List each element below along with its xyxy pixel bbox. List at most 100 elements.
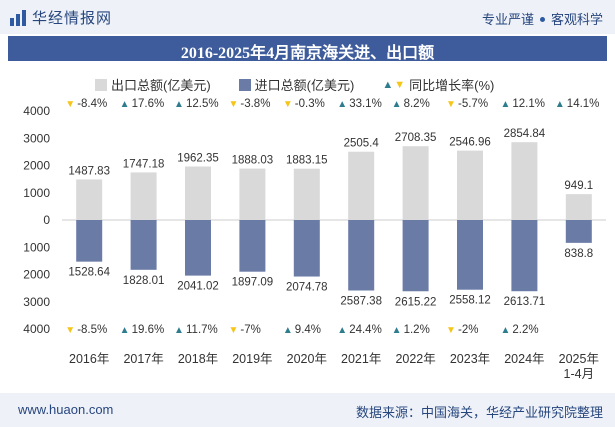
footer-site: www.huaon.com <box>18 402 114 417</box>
export-bar <box>511 142 538 220</box>
export-bar <box>457 150 483 220</box>
y-tick-label: 2000 <box>23 268 50 282</box>
import-bar <box>511 220 538 292</box>
y-tick-label: 4000 <box>23 104 50 118</box>
import-value-label: 1828.01 <box>123 275 165 287</box>
import-bar <box>185 220 211 276</box>
import-bar <box>239 220 266 272</box>
export-growth-arrow-icon: ▼ <box>283 99 293 110</box>
dot-icon <box>539 17 545 22</box>
y-tick-label: 0 <box>43 213 50 227</box>
legend-export-label: 出口总额(亿美元) <box>111 78 211 93</box>
y-tick-label: 3000 <box>23 131 50 145</box>
import-growth-arrow-icon: ▼ <box>65 325 75 336</box>
export-growth-arrow-icon: ▼ <box>65 99 75 110</box>
export-growth-arrow-icon: ▲ <box>392 99 402 110</box>
chart-title: 2016-2025年4月南京海关进、出口额 <box>180 45 435 62</box>
export-growth-arrow-icon: ▼ <box>228 99 238 110</box>
import-value-label: 2613.71 <box>504 296 546 308</box>
x-tick-label: 2020年 <box>287 352 327 366</box>
export-bar <box>293 168 320 220</box>
import-growth-label: 19.6% <box>132 324 165 336</box>
footer-source: 数据来源：中国海关，华经产业研究院整理 <box>355 405 603 420</box>
import-growth-label: 1.2% <box>404 324 430 336</box>
x-tick-label: 2022年 <box>395 352 435 366</box>
export-growth-label: -5.7% <box>458 98 488 110</box>
brand-name: 华经情报网 <box>32 10 113 27</box>
import-bar <box>402 220 429 292</box>
import-value-label: 1897.09 <box>232 277 274 289</box>
import-bar <box>457 220 483 290</box>
y-tick-label: 1000 <box>23 240 50 254</box>
export-bar <box>402 146 429 220</box>
x-tick-label: 2021年 <box>341 352 381 366</box>
header-bar: 华经情报网 专业严谨 客观科学 <box>0 0 615 34</box>
import-growth-label: -2% <box>458 324 478 336</box>
import-growth-label: 9.4% <box>295 324 321 336</box>
export-growth-label: 12.5% <box>186 98 219 110</box>
tagline-left: 专业严谨 <box>481 12 534 27</box>
export-bar <box>185 166 211 220</box>
x-tick-label: 2017年 <box>123 352 163 366</box>
legend-growth-label: 同比增长率(%) <box>409 78 495 93</box>
export-bar <box>130 172 157 220</box>
legend-import-label: 进口总额(亿美元) <box>254 78 355 93</box>
export-value-label: 1962.35 <box>177 153 219 165</box>
export-value-label: 2854.84 <box>504 128 546 140</box>
tagline-right: 客观科学 <box>550 12 603 27</box>
export-value-label: 1487.83 <box>68 165 110 177</box>
export-growth-arrow-icon: ▼ <box>446 99 456 110</box>
tagline: 专业严谨 客观科学 <box>482 9 603 28</box>
legend-import-swatch <box>238 78 251 91</box>
export-value-label: 1883.15 <box>286 155 328 167</box>
brand: 华经情报网 <box>10 7 112 28</box>
export-growth-label: 12.1% <box>512 98 545 110</box>
export-growth-arrow-icon: ▲ <box>174 99 184 110</box>
export-value-label: 2546.96 <box>449 137 491 149</box>
export-growth-label: -0.3% <box>295 98 325 110</box>
import-growth-label: -7% <box>240 324 260 336</box>
import-growth-label: 24.4% <box>349 324 382 336</box>
export-growth-label: -8.4% <box>77 98 107 110</box>
legend-export: 出口总额(亿美元) <box>95 75 211 94</box>
legend-export-swatch <box>95 78 107 91</box>
import-bar <box>348 220 375 291</box>
import-growth-arrow-icon: ▲ <box>283 325 293 336</box>
export-value-label: 949.1 <box>564 180 593 192</box>
import-growth-arrow-icon: ▲ <box>120 325 130 336</box>
y-tick-label: 4000 <box>23 322 50 336</box>
export-growth-label: 17.6% <box>132 98 165 110</box>
import-growth-arrow-icon: ▼ <box>228 325 238 336</box>
import-growth-arrow-icon: ▲ <box>500 325 510 336</box>
export-growth-label: -3.8% <box>240 98 270 110</box>
import-growth-label: 11.7% <box>186 324 218 336</box>
export-bar <box>565 194 592 220</box>
legend-growth-icon: ▲ ▼ <box>382 78 406 91</box>
export-growth-label: 33.1% <box>349 98 382 110</box>
x-tick-label: 2023年 <box>450 352 490 366</box>
export-growth-arrow-icon: ▲ <box>500 99 510 110</box>
x-tick-label: 2025年 <box>559 352 599 366</box>
import-value-label: 838.8 <box>564 248 593 260</box>
import-value-label: 1528.64 <box>68 267 110 279</box>
export-value-label: 2708.35 <box>395 132 437 144</box>
export-bar <box>239 168 266 220</box>
import-value-label: 2041.02 <box>177 281 219 293</box>
import-bar <box>76 220 103 262</box>
brand-logo-icon <box>10 9 26 26</box>
export-value-label: 1747.18 <box>123 158 165 170</box>
import-bar <box>293 220 320 277</box>
export-growth-arrow-icon: ▲ <box>555 99 565 110</box>
import-growth-label: 2.2% <box>512 324 538 336</box>
import-value-label: 2587.38 <box>340 296 382 308</box>
import-growth-arrow-icon: ▲ <box>392 325 402 336</box>
footer-bar: www.huaon.com 数据来源：中国海关，华经产业研究院整理 <box>0 393 615 427</box>
x-tick-label: 2016年 <box>69 352 109 366</box>
export-value-label: 1888.03 <box>232 155 274 167</box>
import-growth-label: -8.5% <box>77 324 107 336</box>
import-value-label: 2615.22 <box>395 296 437 308</box>
import-growth-arrow-icon: ▼ <box>446 325 456 336</box>
x-tick-label: 2019年 <box>232 352 272 366</box>
x-tick-label: 2024年 <box>504 352 544 366</box>
import-growth-arrow-icon: ▲ <box>337 325 347 336</box>
